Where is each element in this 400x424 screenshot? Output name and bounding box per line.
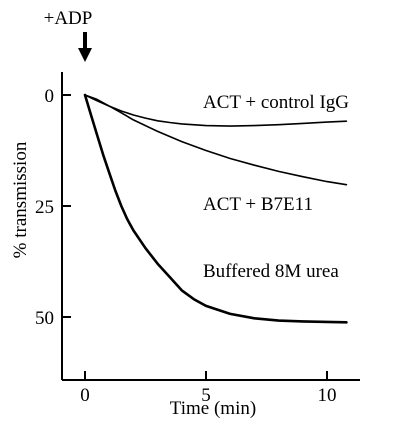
y-tick-label: 50 bbox=[35, 308, 54, 329]
labels: +ADP ACT + control IgG ACT + B7E11 Buffe… bbox=[10, 8, 349, 419]
y-tick-label: 25 bbox=[35, 197, 54, 218]
x-tick-label: 5 bbox=[201, 385, 211, 406]
y-tick-label: 0 bbox=[45, 86, 55, 107]
series-line-urea bbox=[83, 93, 348, 324]
y-axis-title: % transmission bbox=[10, 141, 31, 258]
x-axis-title: Time (min) bbox=[170, 398, 256, 419]
series-layer bbox=[83, 93, 348, 324]
series-label-control-igg: ACT + control IgG bbox=[203, 92, 349, 113]
series-label-urea: Buffered 8M urea bbox=[203, 261, 339, 282]
adp-arrow-icon bbox=[78, 32, 92, 62]
series-label-b7e11: ACT + B7E11 bbox=[203, 194, 313, 215]
axes: 0 25 50 0 5 10 bbox=[35, 72, 360, 406]
x-tick-label: 10 bbox=[318, 385, 337, 406]
series-line-b7e11 bbox=[84, 94, 348, 186]
adp-marker-label: +ADP bbox=[44, 8, 93, 29]
x-tick-label: 0 bbox=[80, 385, 90, 406]
